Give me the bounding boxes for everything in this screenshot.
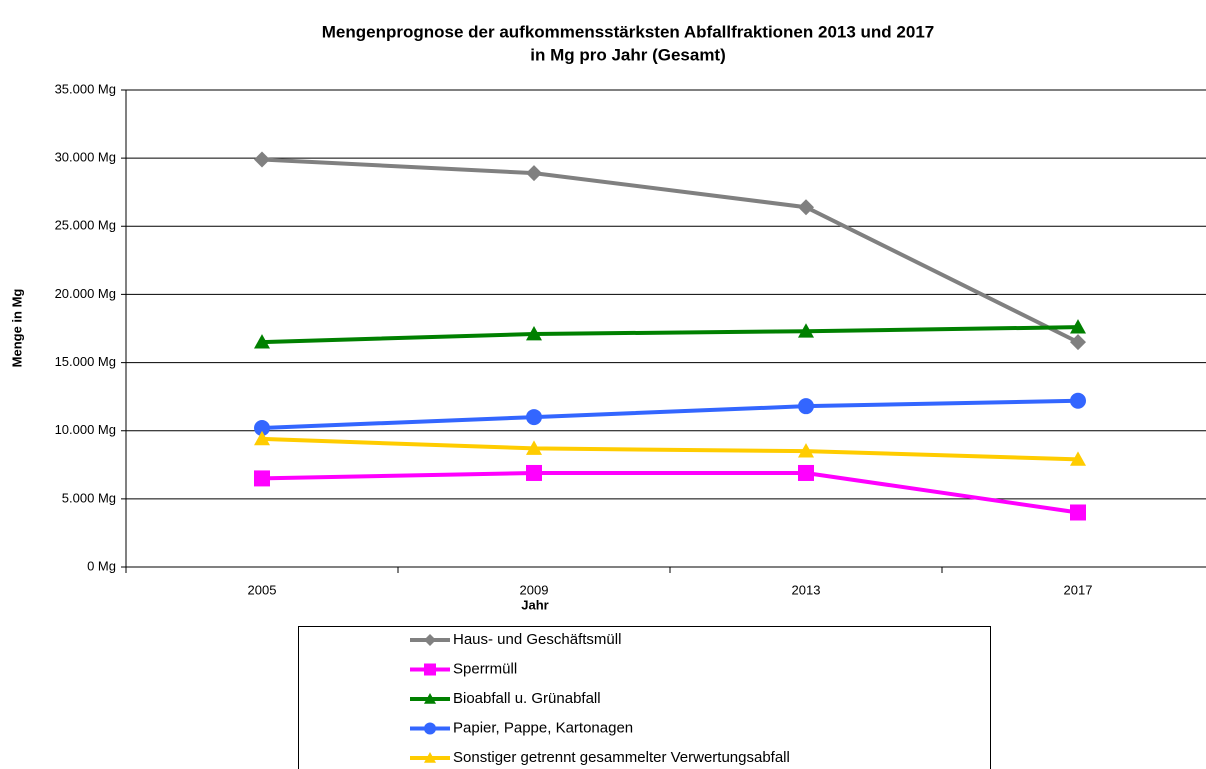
series-line — [261, 470, 1079, 515]
y-tick-label: 20.000 Mg — [55, 286, 116, 301]
marker — [424, 634, 436, 646]
marker — [1070, 319, 1086, 334]
series-line — [261, 157, 1079, 344]
marker — [798, 199, 814, 216]
marker — [798, 323, 814, 338]
y-tick-label: 35.000 Mg — [55, 81, 116, 96]
x-tick-label: 2013 — [792, 582, 821, 597]
marker — [1070, 392, 1086, 409]
series-line — [261, 325, 1079, 345]
x-tick-label: 2005 — [248, 582, 277, 597]
y-tick-label: 5.000 Mg — [62, 490, 116, 505]
marker — [1070, 504, 1086, 521]
marker — [526, 165, 542, 182]
marker — [254, 334, 270, 349]
marker — [254, 470, 270, 487]
marker — [424, 693, 436, 704]
chart-title: Mengenprognose der aufkommensstärksten A… — [322, 22, 934, 41]
marker — [526, 325, 542, 341]
marker — [424, 663, 436, 676]
marker — [526, 464, 542, 481]
marker — [424, 752, 436, 763]
x-tick-label: 2009 — [520, 582, 549, 597]
x-axis-title: Jahr — [521, 597, 548, 612]
marker — [254, 419, 270, 436]
marker — [1070, 451, 1086, 466]
legend-text: Bioabfall u. Grünabfall — [453, 690, 601, 707]
legend-box — [298, 626, 991, 769]
legend-text: Haus- und Geschäftsmüll — [453, 631, 621, 648]
marker — [798, 398, 814, 415]
marker — [526, 409, 542, 426]
marker — [424, 722, 436, 735]
marker — [254, 430, 270, 446]
marker — [526, 440, 542, 455]
x-tick-label: 2017 — [1064, 582, 1093, 597]
y-tick-label: 25.000 Mg — [55, 218, 116, 233]
marker — [798, 464, 814, 481]
y-tick-label: 10.000 Mg — [55, 422, 116, 437]
y-tick-label: 30.000 Mg — [55, 150, 116, 165]
legend-text: Sperrmüll — [453, 660, 517, 677]
y-tick-label: 0 Mg — [87, 558, 116, 573]
series-line — [261, 436, 1079, 462]
marker — [798, 443, 814, 458]
marker — [254, 151, 270, 168]
y-axis-title: Menge in Mg — [9, 289, 24, 368]
series-line — [261, 398, 1079, 430]
legend-text: Papier, Pappe, Kartonagen — [453, 719, 633, 736]
y-tick-label: 15.000 Mg — [55, 354, 116, 369]
marker — [1070, 334, 1086, 351]
legend-text: Sonstiger getrennt gesammelter Verwertun… — [453, 749, 790, 766]
chart-title: in Mg pro Jahr (Gesamt) — [530, 45, 726, 64]
